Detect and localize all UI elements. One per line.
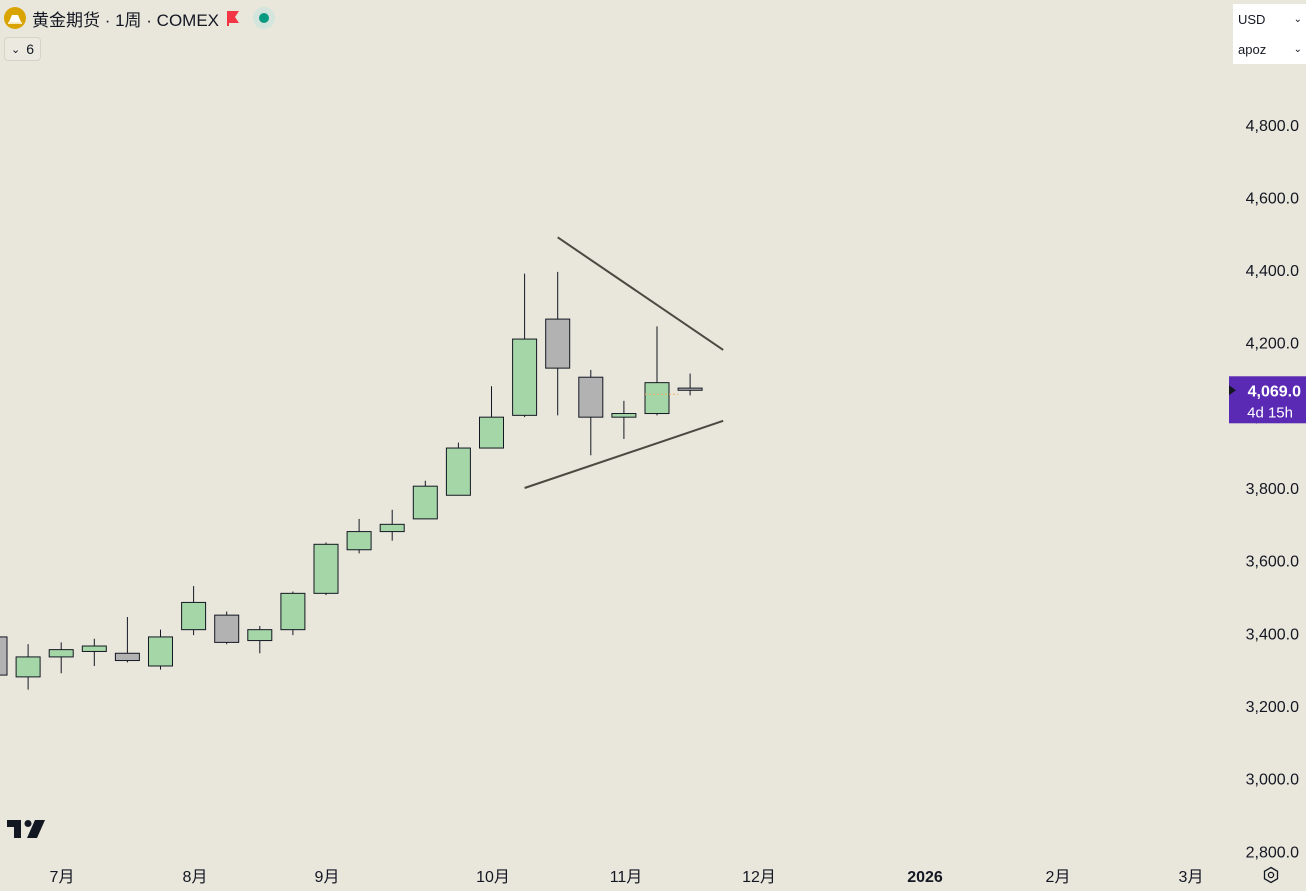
last-price-badge[interactable] [1229, 376, 1306, 424]
x-axis-label: 2026 [907, 869, 943, 886]
candle-body[interactable] [611, 413, 637, 418]
currency-select[interactable]: USD ⌄ [1233, 4, 1306, 34]
candle-body[interactable] [0, 636, 8, 676]
x-axis-label: 2月 [1046, 869, 1071, 886]
flag-icon[interactable] [225, 10, 241, 26]
candle-body[interactable] [148, 636, 173, 667]
settings-gear-icon[interactable] [1262, 866, 1280, 884]
chevron-down-icon: ⌄ [1293, 43, 1302, 55]
candle-body[interactable] [280, 592, 306, 631]
price-pointer-icon [1229, 385, 1236, 396]
candle-body[interactable] [545, 318, 571, 369]
indicators-toggle[interactable]: ⌄ 6 [4, 37, 42, 61]
trendline[interactable] [557, 236, 724, 351]
trendline[interactable] [524, 419, 724, 489]
candle-body[interactable] [81, 645, 107, 652]
x-axis-label: 9月 [315, 869, 340, 886]
last-price-value: 4,069.0 [1248, 383, 1301, 400]
y-axis-label: 2,800.0 [1246, 844, 1299, 861]
candle-body[interactable] [445, 447, 471, 496]
x-axis-label: 10月 [476, 869, 510, 886]
x-axis-label: 7月 [50, 869, 75, 886]
x-axis-label: 8月 [183, 869, 208, 886]
market-open-dot [259, 13, 270, 23]
gold-futures-icon [4, 7, 26, 29]
scale-mode-value: apoz [1238, 41, 1267, 57]
candle-body[interactable] [677, 387, 703, 391]
symbol-title[interactable]: 黄金期货 · 1周 · COMEX [32, 10, 220, 30]
tradingview-logo-icon[interactable] [7, 818, 47, 840]
candle-body[interactable] [214, 614, 240, 643]
indicator-count: 6 [26, 41, 35, 57]
y-axis-label: 3,800.0 [1246, 481, 1299, 498]
candle-body[interactable] [48, 649, 74, 658]
y-axis-label: 4,800.0 [1246, 118, 1299, 135]
candle-body[interactable] [512, 338, 538, 416]
y-axis-label: 4,600.0 [1246, 190, 1299, 207]
market-status-icon[interactable] [253, 7, 276, 29]
y-axis-label: 4,200.0 [1246, 336, 1299, 353]
chevron-down-icon: ⌄ [1293, 13, 1302, 25]
chevron-down-icon: ⌄ [11, 43, 21, 56]
x-axis-label: 11月 [610, 869, 643, 886]
y-axis-label: 3,400.0 [1246, 626, 1299, 643]
candle-body[interactable] [644, 382, 670, 415]
y-axis-label: 3,200.0 [1246, 699, 1299, 716]
candle-body[interactable] [247, 629, 273, 642]
symbol-header[interactable]: 黄金期货 · 1周 · COMEX [4, 6, 276, 30]
candle-body[interactable] [412, 485, 438, 520]
candle-body[interactable] [114, 652, 140, 662]
y-axis-label: 3,000.0 [1246, 772, 1299, 789]
scale-mode-select[interactable]: apoz ⌄ [1233, 34, 1306, 64]
candle-body[interactable] [346, 531, 372, 551]
candle-body[interactable] [379, 523, 405, 533]
candle-body[interactable] [181, 601, 207, 631]
bar-countdown: 4d 15h [1247, 404, 1293, 421]
currency-value: USD [1238, 11, 1266, 27]
candle-body[interactable] [15, 656, 41, 678]
candle-body[interactable] [479, 416, 504, 449]
x-axis-label: 12月 [742, 869, 776, 886]
x-axis-label: 3月 [1179, 869, 1204, 886]
y-axis-label: 3,600.0 [1246, 554, 1299, 571]
candle-body[interactable] [578, 376, 604, 418]
y-axis-label: 4,400.0 [1246, 263, 1299, 280]
candle-body[interactable] [313, 543, 339, 594]
